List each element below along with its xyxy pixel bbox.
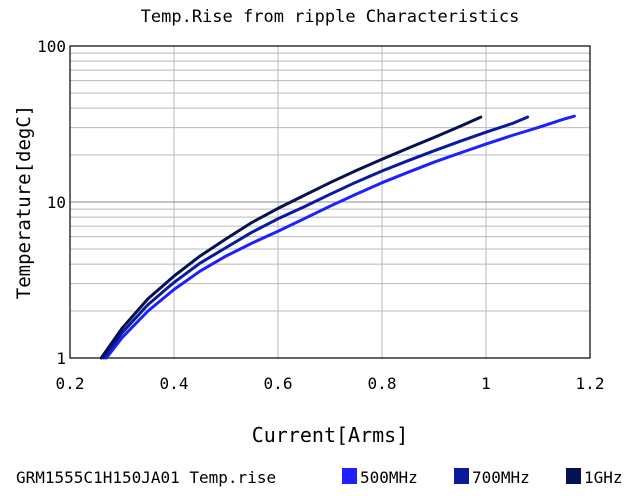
- chart-title: Temp.Rise from ripple Characteristics: [141, 7, 520, 27]
- legend: GRM1555C1H150JA01 Temp.rise 500MHz 700MH…: [16, 468, 623, 487]
- series-line-500mhz: [104, 114, 576, 360]
- x-tick-label: 0.4: [160, 374, 189, 393]
- legend-label-500mhz: 500MHz: [360, 468, 418, 487]
- legend-swatch-700mhz: [454, 468, 469, 484]
- plot-frame: [69, 45, 591, 359]
- y-tick-label: 1: [56, 349, 66, 368]
- legend-swatch-1ghz: [566, 468, 581, 484]
- x-tick-label: 1: [481, 374, 491, 393]
- y-tick-label: 100: [37, 37, 66, 56]
- y-axis-label: Temperature[degC]: [13, 105, 35, 299]
- series-layer: [99, 114, 576, 360]
- series-line-700mhz: [102, 115, 530, 360]
- legend-label-1ghz: 1GHz: [584, 468, 623, 487]
- tick-labels: 0.2 0.4 0.6 0.8 1 1.2 1 10 100: [37, 37, 604, 393]
- x-axis-label: Current[Arms]: [252, 423, 409, 447]
- legend-swatch-500mhz: [342, 468, 357, 484]
- legend-prefix: GRM1555C1H150JA01 Temp.rise: [16, 468, 276, 487]
- x-tick-label: 0.6: [264, 374, 293, 393]
- series-line-1ghz: [99, 115, 483, 360]
- legend-label-700mhz: 700MHz: [472, 468, 530, 487]
- x-tick-label: 0.2: [56, 374, 85, 393]
- x-tick-label: 1.2: [576, 374, 605, 393]
- y-tick-label: 10: [47, 193, 66, 212]
- grid: [70, 46, 590, 358]
- x-tick-label: 0.8: [368, 374, 397, 393]
